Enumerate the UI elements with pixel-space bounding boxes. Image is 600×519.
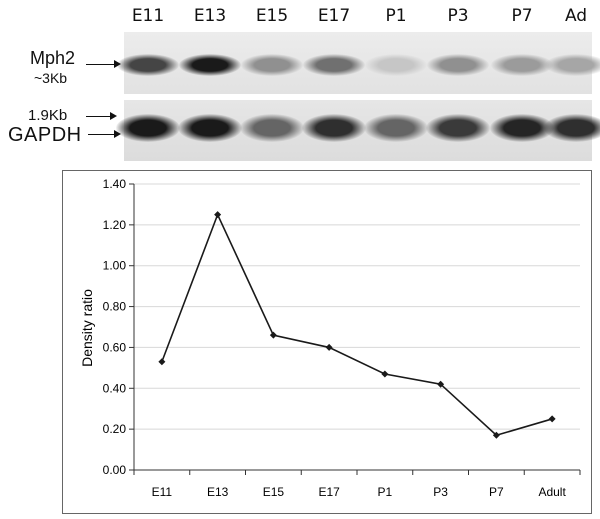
x-tick-label-e13: E13 — [207, 485, 229, 499]
gapdh-band-e15 — [240, 114, 304, 142]
x-tick-label-e11: E11 — [152, 485, 173, 499]
lane-label-e15: E15 — [255, 6, 289, 26]
marker-size-label: 1.9Kb — [28, 107, 68, 124]
y-tick-label-4: 0.80 — [103, 300, 127, 314]
mph2-band-p7 — [491, 54, 553, 76]
mph2-size-label: ~3Kb — [34, 70, 68, 86]
data-point-p1 — [381, 370, 389, 378]
gapdh-band-p3 — [426, 114, 490, 142]
gapdh-band-ad — [544, 114, 600, 142]
y-tick-label-3: 0.60 — [103, 340, 127, 354]
y-tick-label-0: 0.00 — [103, 463, 127, 477]
lane-label-p1: P1 — [385, 6, 407, 26]
y-tick-label-2: 0.40 — [103, 381, 127, 395]
lane-label-p7: P7 — [511, 6, 533, 26]
data-point-p7 — [492, 431, 500, 439]
gapdh-band-e11 — [116, 114, 180, 142]
data-point-e17 — [325, 343, 333, 351]
gapdh-band-p1 — [364, 114, 428, 142]
mph2-arrow — [86, 64, 116, 65]
chart-svg: 0.00 0.20 0.40 0.60 0.80 1.00 1.20 1.40 E11 E13 E1… — [62, 170, 592, 514]
marker-arrow — [86, 116, 112, 117]
gapdh-arrow — [88, 134, 116, 135]
x-tick-label-p3: P3 — [433, 485, 448, 499]
x-tick-label-adult: Adult — [538, 485, 566, 499]
gapdh-blot-image — [116, 100, 600, 161]
data-point-e13 — [214, 211, 222, 219]
mph2-band-e17 — [303, 54, 365, 76]
x-tick-label-e17: E17 — [318, 485, 340, 499]
data-point-e15 — [269, 331, 277, 339]
data-point-e11 — [158, 358, 166, 366]
gapdh-arrow-head — [114, 130, 121, 138]
y-tick-label-7: 1.40 — [103, 177, 127, 191]
marker-arrow-head — [110, 112, 117, 120]
x-tick-label-p1: P1 — [378, 485, 393, 499]
series-layer — [158, 211, 556, 439]
lane-label-ad: Ad — [564, 6, 588, 26]
axis-layer: 0.00 0.20 0.40 0.60 0.80 1.00 1.20 1.40 E11 E13 E1… — [103, 177, 581, 499]
mph2-band-e15 — [241, 54, 303, 76]
mph2-band-e11 — [117, 54, 179, 76]
lane-label-e17: E17 — [317, 6, 351, 26]
y-axis-label: Density ratio — [79, 289, 95, 367]
mph2-blot-image — [117, 32, 600, 94]
gapdh-band-e17 — [302, 114, 366, 142]
mph2-label: Mph2 — [30, 48, 76, 68]
mph2-band-p1 — [365, 54, 427, 76]
lane-label-e11: E11 — [131, 6, 165, 26]
x-tick-label-e15: E15 — [263, 485, 285, 499]
data-point-adult — [548, 415, 556, 423]
y-tick-label-1: 0.20 — [103, 422, 127, 436]
density-ratio-chart: 0.00 0.20 0.40 0.60 0.80 1.00 1.20 1.40 E11 E13 E1… — [62, 170, 592, 514]
mph2-band-p3 — [427, 54, 489, 76]
mph2-band-e13 — [179, 54, 241, 76]
mph2-arrow-head — [114, 60, 121, 68]
chart-frame — [62, 170, 592, 514]
y-tick-label-5: 1.00 — [103, 259, 127, 273]
data-point-p3 — [437, 380, 445, 388]
series-line-0 — [161, 212, 553, 437]
y-tick-label-6: 1.20 — [103, 218, 127, 232]
lane-label-e13: E13 — [193, 6, 227, 26]
mph2-band-ad — [545, 54, 600, 76]
gapdh-band-e13 — [178, 114, 242, 142]
gapdh-band-p7 — [490, 114, 554, 142]
x-tick-label-p7: P7 — [489, 485, 504, 499]
lane-label-p3: P3 — [447, 6, 469, 26]
gapdh-label: GAPDH — [8, 124, 82, 146]
